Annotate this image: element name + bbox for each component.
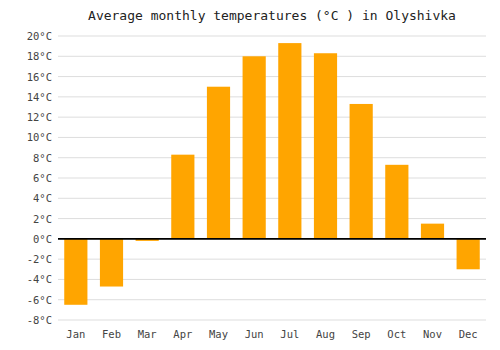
grid-line: [58, 299, 486, 300]
grid-line: [58, 198, 486, 199]
y-tick-label: 16°C: [27, 71, 52, 83]
x-tick-label: Sep: [352, 328, 371, 340]
title: Average monthly temperatures (°C ) in Ol…: [88, 8, 456, 23]
y-tick-label: -8°C: [27, 314, 52, 326]
y-tick-label: -2°C: [27, 253, 52, 265]
bars: [64, 43, 480, 305]
bar: [207, 87, 230, 239]
bar: [385, 165, 408, 239]
grid-line: [58, 218, 486, 219]
bar: [64, 239, 87, 305]
x-tick-label: Aug: [316, 328, 335, 340]
x-tick-label: May: [209, 328, 228, 340]
y-tick-label: -4°C: [27, 273, 52, 285]
grid-line: [58, 157, 486, 158]
y-tick-label: 12°C: [27, 111, 52, 123]
y-tick-label: 4°C: [33, 192, 52, 204]
y-tick-label: 18°C: [27, 50, 52, 62]
x-tick-label: Nov: [423, 328, 442, 340]
bar: [171, 155, 194, 239]
bar: [243, 56, 266, 239]
bar: [278, 43, 301, 239]
x-tick-label: Apr: [173, 328, 192, 340]
bar: [421, 224, 444, 239]
x-axis: Jan Feb Mar Apr May Jun Jul Aug Sep Oct Nov Dec: [66, 328, 477, 340]
grid-line: [58, 96, 486, 97]
grid-line: [58, 36, 486, 37]
bar: [457, 239, 480, 269]
x-tick-label: Jul: [280, 328, 299, 340]
x-tick-label: Mar: [138, 328, 157, 340]
grid-line: [58, 320, 486, 321]
grid: [58, 36, 486, 320]
bar: [314, 53, 337, 239]
x-tick-label: Jun: [245, 328, 264, 340]
y-tick-label: 6°C: [33, 172, 52, 184]
bar: [350, 104, 373, 239]
grid-line: [58, 178, 486, 179]
y-tick-label: 0°C: [33, 233, 52, 245]
y-tick-label: 2°C: [33, 213, 52, 225]
x-tick-label: Dec: [459, 328, 478, 340]
y-axis: -8°C -6°C -4°C -2°C 0°C 2°C 4°C 6°C 8°C 10°C 12°C 1…: [27, 30, 52, 326]
y-tick-label: 8°C: [33, 152, 52, 164]
bar: [100, 239, 123, 287]
y-tick-label: -6°C: [27, 294, 52, 306]
grid-line: [58, 117, 486, 118]
grid-line: [58, 76, 486, 77]
grid-line: [58, 137, 486, 138]
x-tick-label: Feb: [102, 328, 121, 340]
x-tick-label: Oct: [387, 328, 406, 340]
y-tick-label: 20°C: [27, 30, 52, 42]
y-tick-label: 14°C: [27, 91, 52, 103]
chart: Average monthly temperatures (°C ) in Ol…: [0, 0, 500, 350]
zero-line: [58, 238, 486, 240]
grid-line: [58, 238, 486, 239]
grid-line: [58, 56, 486, 57]
y-tick-label: 10°C: [27, 131, 52, 143]
x-tick-label: Jan: [66, 328, 85, 340]
